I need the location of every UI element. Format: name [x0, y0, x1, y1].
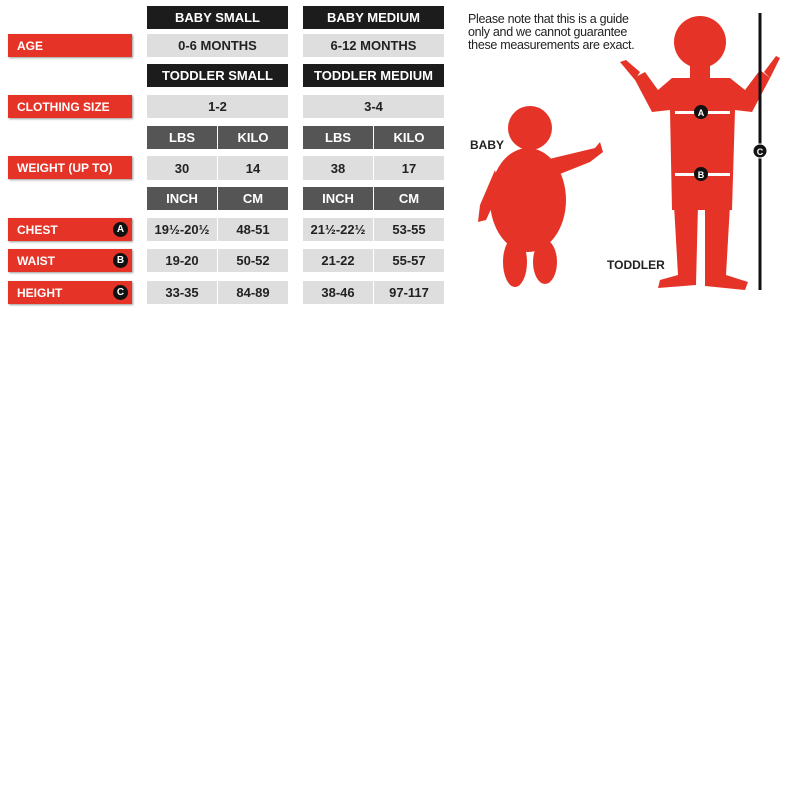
marker-b-icon: [694, 167, 708, 181]
toddler-label: TODDLER: [607, 258, 665, 272]
label-text: CLOTHING SIZE: [17, 99, 110, 114]
height-value: 84-89: [218, 281, 288, 304]
disclaimer-note: Please note that this is a guide only an…: [468, 12, 635, 52]
marker-a-text: A: [698, 108, 705, 118]
unit-lbs: LBS: [303, 126, 373, 149]
waist-value: 50-52: [218, 249, 288, 272]
measure-markers: A B C: [675, 13, 768, 290]
marker-c-text: C: [757, 147, 764, 157]
chest-value: 19½-20½: [147, 218, 217, 241]
row-label-height: HEIGHT C: [8, 281, 132, 304]
unit-cm: CM: [374, 187, 444, 210]
header-toddler-small: TODDLER SMALL: [147, 64, 288, 87]
silhouette-illustration: A B C: [478, 13, 780, 290]
row-label-chest: CHEST A: [8, 218, 132, 241]
waist-value: 19-20: [147, 249, 217, 272]
unit-lbs: LBS: [147, 126, 217, 149]
age-medium: 6-12 MONTHS: [303, 34, 444, 57]
header-baby-medium: BABY MEDIUM: [303, 6, 444, 29]
weight-value: 38: [303, 156, 373, 180]
baby-label: BABY: [470, 138, 505, 152]
unit-cm: CM: [218, 187, 288, 210]
badge-c: C: [113, 285, 128, 300]
label-text: AGE: [17, 38, 44, 53]
clothing-size-medium: 3-4: [303, 95, 444, 118]
unit-inch: INCH: [303, 187, 373, 210]
weight-value: 30: [147, 156, 217, 180]
toddler-silhouette: [620, 16, 780, 290]
row-label-weight: WEIGHT (UP TO): [8, 156, 132, 179]
weight-value: 17: [374, 156, 444, 180]
marker-b-text: B: [698, 170, 705, 180]
badge-a: A: [113, 222, 128, 237]
row-label-waist: WAIST B: [8, 249, 132, 272]
unit-inch: INCH: [147, 187, 217, 210]
unit-kilo: KILO: [374, 126, 444, 149]
chest-value: 48-51: [218, 218, 288, 241]
header-toddler-medium: TODDLER MEDIUM: [303, 64, 444, 87]
waist-value: 21-22: [303, 249, 373, 272]
header-baby-small: BABY SMALL: [147, 6, 288, 29]
clothing-size-small: 1-2: [147, 95, 288, 118]
age-small: 0-6 MONTHS: [147, 34, 288, 57]
waist-value: 55-57: [374, 249, 444, 272]
height-value: 33-35: [147, 281, 217, 304]
height-value: 97-117: [374, 281, 444, 304]
marker-a-icon: [694, 105, 708, 119]
height-value: 38-46: [303, 281, 373, 304]
label-text: HEIGHT: [17, 285, 63, 300]
label-text: WEIGHT (UP TO): [17, 160, 113, 175]
row-label-clothing-size: CLOTHING SIZE: [8, 95, 132, 118]
row-label-age: AGE: [8, 34, 132, 57]
badge-b: B: [113, 253, 128, 268]
weight-value: 14: [218, 156, 288, 180]
chest-value: 53-55: [374, 218, 444, 241]
label-text: WAIST: [17, 253, 55, 268]
chest-value: 21½-22½: [303, 218, 373, 241]
baby-silhouette: [478, 106, 603, 287]
unit-kilo: KILO: [218, 126, 288, 149]
label-text: CHEST: [17, 222, 58, 237]
